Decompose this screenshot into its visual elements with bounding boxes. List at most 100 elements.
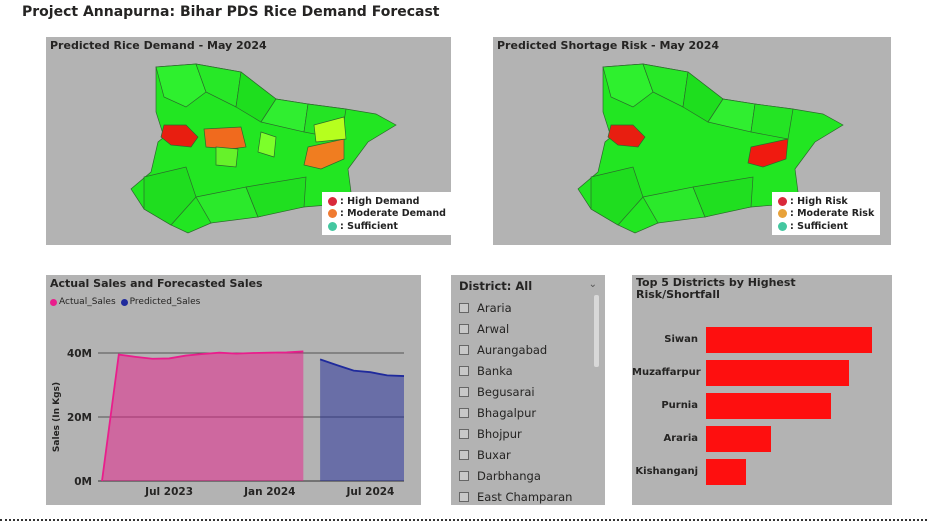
legend-label: : Sufficient [790,220,848,232]
slicer-item-label: Bhagalpur [477,406,537,421]
district-region [590,166,644,226]
bar-muzaffarpur[interactable] [706,360,849,386]
risk-map-panel[interactable]: Predicted Shortage Risk - May 2024 : Hig… [493,37,891,245]
checkbox[interactable] [459,323,469,334]
page-divider [0,519,927,521]
checkbox[interactable] [459,386,469,397]
top5-title-line1: Top 5 Districts by Highest [636,276,796,289]
slicer-item[interactable]: East Champaran [459,487,572,508]
slicer-item-label: Darbhanga [477,469,541,484]
slicer-item-label: Bhojpur [477,427,522,442]
slicer-scrollbar[interactable] [594,295,599,367]
y-tick-label: 40M [67,348,92,360]
top5-panel[interactable]: Top 5 Districts by Highest Risk/Shortfal… [632,275,892,505]
chevron-down-icon[interactable]: ⌄ [588,279,597,290]
y-tick-label: 20M [67,412,92,424]
moderate-risk-dot [778,209,787,219]
demand-map-legend: : High Demand : Moderate Demand : Suffic… [322,192,452,235]
bar-purnia[interactable] [706,393,831,419]
bar-category-label: Kishanganj [635,466,698,477]
moderate-demand-dot [328,209,337,219]
slicer-item-label: Banka [477,363,513,378]
bar-category-label: Siwan [664,334,698,345]
checkbox[interactable] [459,344,469,355]
bar-category-label: Muzaffarpur [632,367,701,378]
checkbox[interactable] [459,302,469,313]
slicer-item[interactable]: Darbhanga [459,466,572,487]
slicer-item-label: Araria [477,300,512,315]
page-title: Project Annapurna: Bihar PDS Rice Demand… [22,4,440,20]
legend-label: : Sufficient [340,220,398,232]
bar-category-label: Purnia [661,400,698,411]
top5-chart[interactable]: Siwan Muzaffarpur Purnia Araria Kishanganj [632,275,892,505]
demand-map-title: Predicted Rice Demand - May 2024 [50,39,267,52]
slicer-item[interactable]: Aurangabad [459,339,572,360]
legend-label: : High Demand [340,195,420,207]
top5-title-line2: Risk/Shortfall [636,288,720,301]
slicer-item[interactable]: Bhagalpur [459,402,572,423]
checkbox[interactable] [459,450,469,461]
slicer-item-label: Buxar [477,448,511,463]
legend-label: : Moderate Demand [340,208,446,220]
sales-chart-panel[interactable]: Actual Sales and Forecasted Sales Actual… [46,275,421,505]
y-axis-label: Sales (In Kgs) [52,382,62,452]
risk-map-legend: : High Risk : Moderate Risk : Sufficient [772,192,881,235]
district-region [692,176,754,218]
sufficient-dot [328,221,337,231]
district-yellowgreen [313,116,347,143]
slicer-item[interactable]: Araria [459,297,572,318]
y-tick-label: 0M [74,476,92,488]
x-tick-label: Jul 2023 [144,486,193,498]
slicer-list: Araria Arwal Aurangabad Banka Begusarai … [459,297,572,508]
legend-label: Actual_Sales [59,297,116,307]
district-region [602,63,654,108]
slicer-item[interactable]: Begusarai [459,381,572,402]
x-tick-label: Jan 2024 [243,486,295,498]
slicer-item[interactable]: Banka [459,360,572,381]
district-high-demand [160,124,199,148]
bar-araria[interactable] [706,426,771,452]
bar-siwan[interactable] [706,327,872,353]
series-line-predicted-sales [319,358,405,377]
legend-label: : Moderate Risk [790,208,875,220]
series-area-predicted-sales [320,359,404,481]
checkbox[interactable] [459,429,469,440]
sufficient-dot [778,221,787,231]
sales-chart-title: Actual Sales and Forecasted Sales [50,277,263,290]
district-yellowgreen [215,146,239,168]
slicer-item-label: Arwal [477,321,510,336]
legend-label: : High Risk [790,195,848,207]
legend-label: Predicted_Sales [129,297,201,307]
actual-sales-dot [50,298,57,306]
series-area-actual-sales [102,351,304,481]
demand-map[interactable] [46,37,451,245]
district-moderate-demand [303,138,345,170]
demand-map-panel[interactable]: Predicted Rice Demand - May 2024 : High … [46,37,452,245]
slicer-item-label: Aurangabad [477,342,548,357]
district-region [245,176,307,218]
bar-kishanganj[interactable] [706,459,746,485]
sales-chart-legend: Actual_Sales Predicted_Sales [50,297,200,307]
district-slicer[interactable]: District: All ⌄ Araria Arwal Aurangabad … [451,275,605,505]
district-moderate-demand [203,126,247,150]
top5-title: Top 5 Districts by Highest Risk/Shortfal… [636,277,796,301]
series-line-actual-sales [101,350,304,482]
checkbox[interactable] [459,492,469,503]
district-high-risk [607,124,646,148]
slicer-item[interactable]: Buxar [459,445,572,466]
checkbox[interactable] [459,365,469,376]
checkbox[interactable] [459,408,469,419]
risk-map[interactable] [493,37,891,245]
slicer-item[interactable]: Bhojpur [459,424,572,445]
checkbox[interactable] [459,471,469,482]
high-demand-dot [328,196,337,206]
bar-category-label: Araria [663,433,698,444]
slicer-item[interactable]: Arwal [459,318,572,339]
district-high-risk [747,138,789,168]
predicted-sales-dot [120,298,128,306]
slicer-header[interactable]: District: All [459,279,533,293]
x-tick-label: Jul 2024 [346,486,395,498]
slicer-item-label: East Champaran [477,490,573,505]
high-risk-dot [778,196,787,206]
sales-chart[interactable]: 0M 20M 40M Sales (In Kgs) Jul 2023 Jan 2024 Ju… [46,275,421,505]
